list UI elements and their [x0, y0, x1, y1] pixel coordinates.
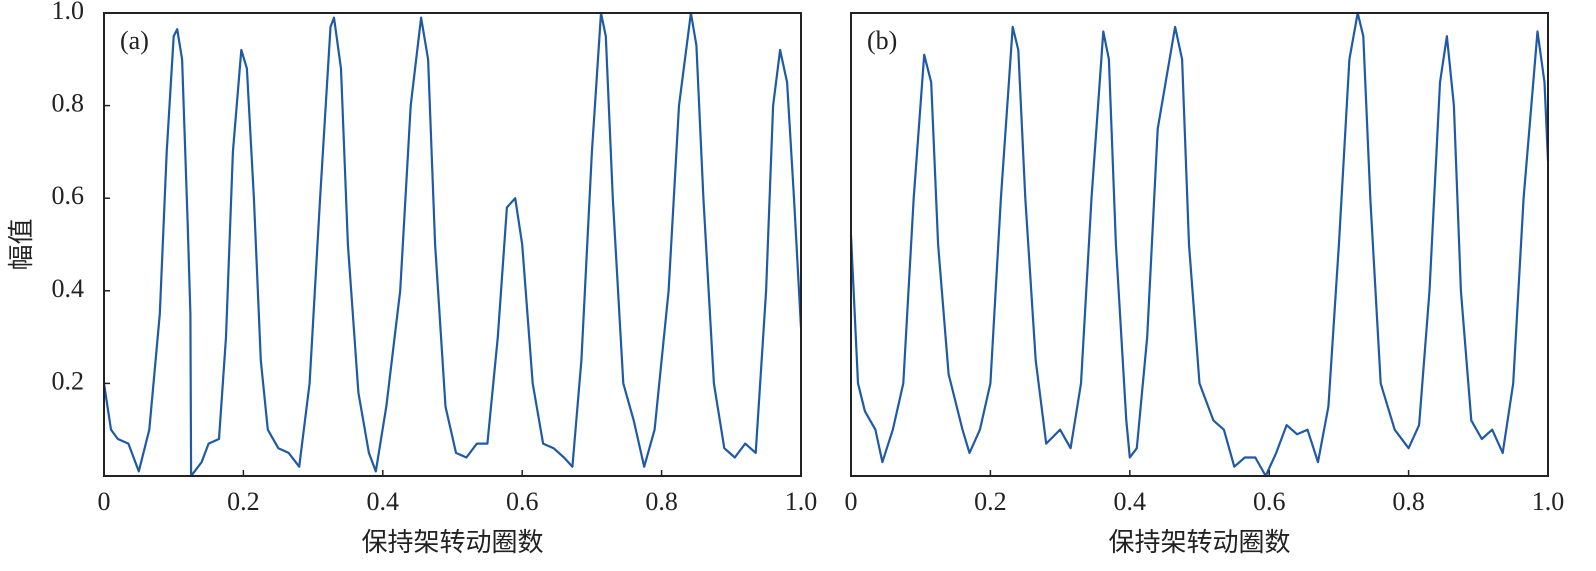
- x-tick-label: 0.6: [506, 487, 539, 516]
- plot-frame: [103, 12, 802, 477]
- x-tick-label: 0.4: [367, 487, 400, 516]
- data-line: [849, 11, 1550, 478]
- y-tick-label: 0.4: [52, 274, 85, 303]
- x-tick-label: 0.6: [1253, 487, 1286, 516]
- x-axis-label: 保持架转动圈数: [361, 528, 543, 557]
- y-tick-label: 0.2: [52, 366, 85, 395]
- x-tick-label: 0: [845, 487, 858, 516]
- data-line: [102, 11, 803, 478]
- y-tick-label: 0.6: [52, 181, 85, 210]
- x-tick-label: 1.0: [785, 487, 818, 516]
- x-axis-label: 保持架转动圈数: [1108, 528, 1290, 557]
- x-tick-label: 1.0: [1532, 487, 1565, 516]
- panel-label: (b): [867, 26, 897, 55]
- x-tick-label: 0.8: [1392, 487, 1425, 516]
- x-tick-label: 0.8: [645, 487, 678, 516]
- y-axis-label: 幅值: [7, 218, 36, 270]
- y-tick-label: 1.0: [52, 0, 85, 25]
- plot-frame: [850, 12, 1549, 477]
- y-tick-label: 0.8: [52, 89, 85, 118]
- x-tick-label: 0: [98, 487, 111, 516]
- x-tick-label: 0.4: [1114, 487, 1147, 516]
- panel-label: (a): [120, 26, 149, 55]
- x-tick-label: 0.2: [974, 487, 1007, 516]
- x-tick-label: 0.2: [227, 487, 260, 516]
